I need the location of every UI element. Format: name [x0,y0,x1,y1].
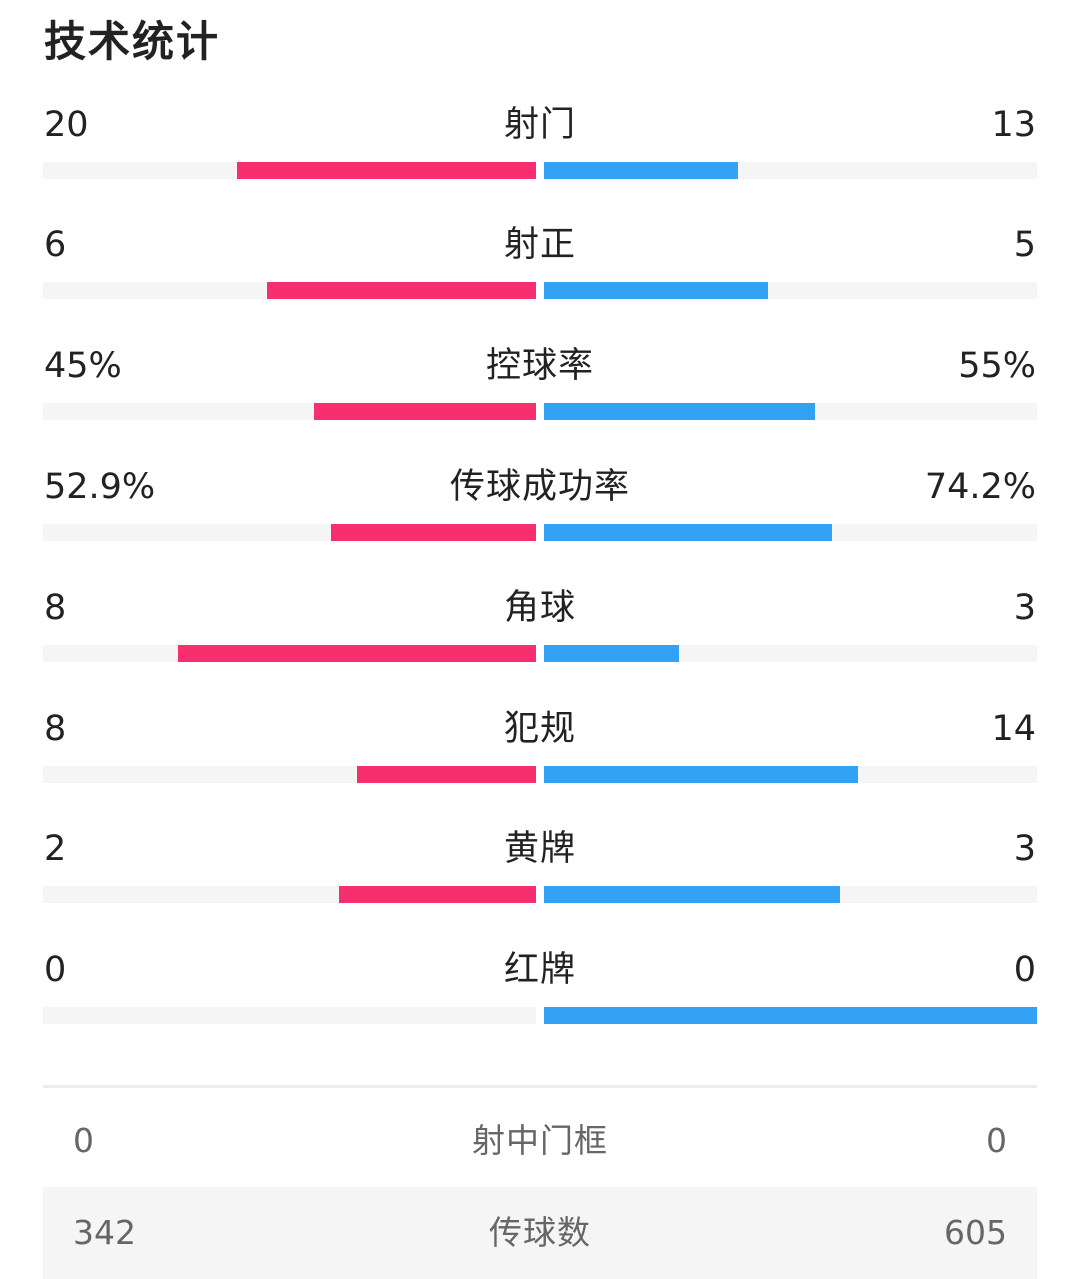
home-value: 52.9% [44,467,156,507]
stat-label: 黄牌 [503,829,576,869]
section-title: 技术统计 [44,17,221,66]
home-value: 342 [73,1213,136,1252]
home-bar-track [43,282,536,299]
stat-label: 红牌 [503,950,576,990]
away-bar-track [544,162,1037,179]
stat-label: 射中门框 [472,1121,608,1160]
extra-row-passes: 342 传球数 605 [43,1187,1037,1279]
stat-row-red-cards: 0 红牌 0 [43,947,1037,1047]
stat-row-shots: 20 射门 13 [43,102,1037,202]
home-value: 45% [44,346,122,386]
home-value: 2 [44,829,67,869]
stat-row-shots-on-target: 6 射正 5 [43,222,1037,322]
stat-row-fouls: 8 犯规 14 [43,706,1037,806]
stat-row-corners: 8 角球 3 [43,585,1037,685]
home-value: 0 [44,950,67,990]
home-bar [330,524,536,541]
home-bar-track [43,645,536,662]
stat-label: 射正 [503,225,576,265]
stat-label: 控球率 [485,346,594,386]
home-bar-track [43,886,536,903]
home-value: 8 [44,709,67,749]
away-value: 13 [991,105,1036,145]
stat-label: 犯规 [503,709,576,749]
away-bar-track [544,1007,1037,1024]
home-bar [338,886,536,903]
home-bar-track [43,766,536,783]
home-bar [267,282,536,299]
home-bar-track [43,524,536,541]
away-bar [544,886,840,903]
home-bar-track [43,1007,536,1024]
away-bar [544,403,816,420]
home-bar-track [43,162,536,179]
away-value: 605 [944,1213,1007,1252]
away-bar-track [544,282,1037,299]
stat-label: 射门 [503,105,576,145]
home-value: 6 [44,225,67,265]
away-value: 0 [1013,950,1036,990]
away-value: 3 [1013,829,1036,869]
home-value: 20 [44,105,89,145]
home-value: 0 [73,1121,94,1160]
stat-row-yellow-cards: 2 黄牌 3 [43,826,1037,926]
away-value: 55% [958,346,1036,386]
away-value: 3 [1013,588,1036,628]
away-bar [544,162,739,179]
away-bar [544,766,858,783]
home-bar [314,403,536,420]
away-bar [544,524,832,541]
stat-label: 传球数 [489,1213,591,1252]
home-bar [356,766,536,783]
away-bar [544,282,769,299]
away-value: 5 [1013,225,1036,265]
away-bar-track [544,524,1037,541]
away-bar [544,1007,1037,1024]
home-value: 8 [44,588,67,628]
away-bar-track [544,886,1037,903]
stat-label: 角球 [503,588,576,628]
home-bar [237,162,536,179]
stat-label: 传球成功率 [449,467,630,507]
home-bar-track [43,403,536,420]
away-bar-track [544,403,1037,420]
away-value: 0 [986,1121,1007,1160]
home-bar [177,645,536,662]
away-bar-track [544,766,1037,783]
away-bar [544,645,679,662]
stat-row-possession: 45% 控球率 55% [43,343,1037,443]
section-divider [43,1085,1037,1088]
away-value: 14 [991,709,1036,749]
away-value: 74.2% [924,467,1036,507]
extra-row-woodwork: 0 射中门框 0 [43,1095,1037,1187]
stat-row-pass-accuracy: 52.9% 传球成功率 74.2% [43,464,1037,564]
away-bar-track [544,645,1037,662]
